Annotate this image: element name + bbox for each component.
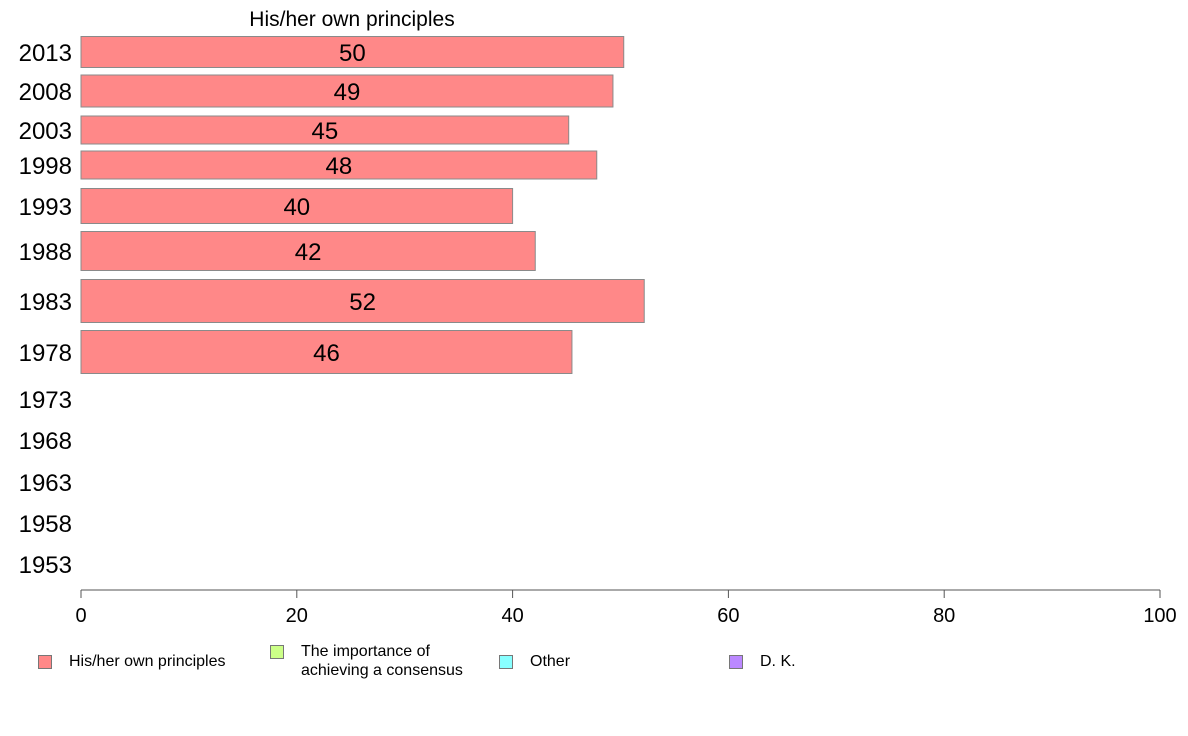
legend-item-principles: His/her own principles bbox=[38, 652, 226, 671]
data-label-2003: 45 bbox=[312, 118, 339, 145]
y-axis-labels: 2013 2008 2003 1998 1993 1988 1983 1978 1973 1968… bbox=[19, 40, 72, 579]
legend-label: His/her own principles bbox=[69, 653, 226, 670]
y-tick-label-1998: 1998 bbox=[19, 153, 72, 180]
y-tick-label-1963: 1963 bbox=[19, 470, 72, 497]
x-tick-label-80: 80 bbox=[933, 605, 955, 627]
x-tick-label-60: 60 bbox=[717, 605, 739, 627]
y-tick-label-1983: 1983 bbox=[19, 289, 72, 316]
legend-swatch bbox=[38, 655, 52, 669]
x-axis: 0 20 40 60 80 100 bbox=[75, 589, 1177, 627]
y-tick-label-1953: 1953 bbox=[19, 552, 72, 579]
x-tick-label-0: 0 bbox=[75, 605, 86, 627]
y-tick-label-1978: 1978 bbox=[19, 340, 72, 367]
legend-swatch bbox=[270, 645, 284, 659]
y-tick-label-1973: 1973 bbox=[19, 387, 72, 414]
data-label-1993: 40 bbox=[283, 194, 310, 221]
data-label-2008: 49 bbox=[334, 79, 361, 106]
legend-item-dk: D. K. bbox=[729, 652, 796, 671]
data-label-1988: 42 bbox=[295, 239, 322, 266]
data-label-2013: 50 bbox=[339, 40, 366, 67]
legend-label: The importance of achieving a consensus bbox=[301, 643, 463, 679]
legend-label: D. K. bbox=[760, 653, 796, 670]
y-tick-label-1958: 1958 bbox=[19, 511, 72, 538]
bar-1993 bbox=[80, 188, 514, 224]
legend: His/her own principles The importance of… bbox=[38, 640, 938, 690]
bar-1978 bbox=[80, 330, 573, 374]
y-tick-label-1993: 1993 bbox=[19, 194, 72, 221]
bar-2013 bbox=[80, 36, 625, 68]
bar-2008 bbox=[80, 74, 614, 108]
legend-item-consensus: The importance of achieving a consensus bbox=[270, 642, 463, 680]
legend-item-other: Other bbox=[499, 652, 570, 671]
bar-1998 bbox=[80, 150, 598, 180]
y-tick-label-1968: 1968 bbox=[19, 428, 72, 455]
y-tick-label-2008: 2008 bbox=[19, 79, 72, 106]
data-label-1978: 46 bbox=[313, 340, 340, 367]
x-tick-label-20: 20 bbox=[286, 605, 308, 627]
panel-title: His/her own principles bbox=[249, 8, 454, 31]
bars-group: 50 49 45 48 40 42 52 46 bbox=[80, 36, 645, 374]
x-tick-label-40: 40 bbox=[501, 605, 523, 627]
y-tick-label-2013: 2013 bbox=[19, 40, 72, 67]
legend-swatch bbox=[499, 655, 513, 669]
x-tick-label-100: 100 bbox=[1143, 605, 1176, 627]
bar-1983 bbox=[80, 279, 645, 323]
y-tick-label-1988: 1988 bbox=[19, 239, 72, 266]
legend-label: Other bbox=[530, 653, 571, 670]
bar-2003 bbox=[80, 115, 570, 145]
bar-1988 bbox=[80, 231, 536, 271]
legend-swatch bbox=[729, 655, 743, 669]
y-tick-label-2003: 2003 bbox=[19, 118, 72, 145]
data-label-1983: 52 bbox=[349, 289, 376, 316]
data-label-1998: 48 bbox=[326, 153, 353, 180]
